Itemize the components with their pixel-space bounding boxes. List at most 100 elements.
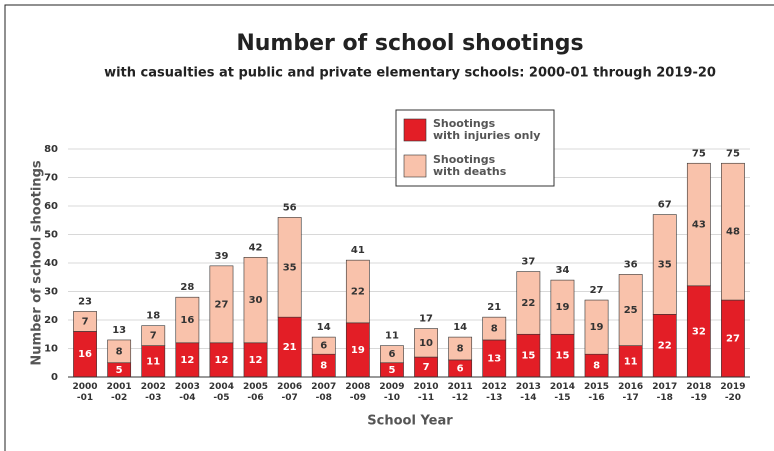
segment-label: 6 [388,349,395,360]
x-tick-label: 2007 -08 [311,382,336,403]
x-axis-title: School Year [367,414,453,429]
total-label: 56 [283,202,297,213]
total-label: 41 [351,245,365,256]
bar-segment [686,162,711,287]
chart-subtitle: with casualties at public and private el… [104,66,716,81]
total-label: 42 [249,242,263,253]
bar-segment [414,328,438,358]
bar-segment [618,274,643,346]
total-label: 37 [521,257,535,268]
segment-label: 22 [351,287,365,298]
total-label: 34 [555,265,569,276]
segment-label: 16 [78,349,92,360]
x-tick-label: 2012 -13 [482,382,507,403]
total-label: 39 [214,251,228,262]
segment-label: 8 [457,344,464,355]
bar-segment [482,316,507,341]
total-label: 21 [487,302,501,313]
y-tick-label: 20 [44,315,58,326]
x-tick-label: 2010 -11 [414,382,439,403]
x-tick-label: 2006 -07 [277,382,302,403]
total-label: 17 [419,314,433,325]
total-label: 28 [180,282,194,293]
segment-label: 32 [692,326,706,337]
segment-label: 19 [351,345,365,356]
x-tick-label: 2017 -18 [652,382,677,403]
segment-label: 8 [593,361,600,372]
bar-segment [107,339,132,364]
segment-label: 8 [320,361,327,372]
segment-label: 7 [150,331,157,342]
bar-segment [550,279,575,335]
x-tick-label: 2018 -19 [686,382,711,403]
segment-label: 7 [82,316,89,327]
segment-label: 15 [521,351,535,362]
bar-segment [73,311,97,332]
legend-swatch [403,118,427,142]
y-tick-label: 10 [44,344,58,355]
y-tick-label: 0 [51,372,58,383]
x-tick-label: 2004 -05 [209,382,234,403]
segment-label: 22 [658,341,672,352]
chart-title: Number of school shootings [236,31,583,56]
bar-segment [584,299,609,355]
segment-label: 22 [521,298,535,309]
segment-label: 5 [116,365,123,376]
segment-label: 43 [692,220,706,231]
segment-label: 12 [249,355,263,366]
x-tick-label: 2011 -12 [448,382,473,403]
total-label: 27 [590,285,604,296]
bar-segment [141,325,166,346]
segment-label: 11 [624,356,638,367]
x-tick-label: 2015 -16 [584,382,609,403]
segment-label: 27 [726,334,740,345]
y-tick-label: 70 [44,173,58,184]
x-tick-label: 2001 -02 [107,382,132,403]
segment-label: 11 [146,356,160,367]
y-tick-label: 50 [44,230,58,241]
y-tick-label: 80 [44,144,58,155]
total-label: 67 [658,200,672,211]
segment-label: 16 [180,315,194,326]
segment-label: 6 [320,341,327,352]
segment-label: 35 [658,259,672,270]
total-label: 14 [317,322,331,333]
total-label: 14 [453,322,467,333]
segment-label: 10 [419,338,433,349]
segment-label: 35 [283,262,297,273]
total-label: 11 [385,331,399,342]
x-tick-label: 2002 -03 [141,382,166,403]
segment-label: 13 [487,353,501,364]
total-label: 75 [692,148,706,159]
segment-label: 21 [283,342,297,353]
segment-label: 30 [249,295,263,306]
x-tick-label: 2019 -20 [720,382,745,403]
segment-label: 12 [214,355,228,366]
total-label: 13 [112,325,126,336]
y-tick-label: 60 [44,201,58,212]
bar-segment [516,271,541,335]
segment-label: 8 [491,324,498,335]
bar-segment [652,214,677,315]
bar-segment [721,162,745,301]
x-tick-label: 2005 -06 [243,382,268,403]
frame [4,4,774,451]
segment-label: 25 [624,305,638,316]
bar-segment [243,256,268,344]
total-label: 75 [726,148,740,159]
segment-label: 19 [590,322,604,333]
segment-label: 6 [457,363,464,374]
x-tick-label: 2009 -10 [379,382,404,403]
bar-segment [277,217,302,318]
total-label: 23 [78,296,92,307]
x-tick-label: 2003 -04 [175,382,200,403]
segment-label: 19 [555,302,569,313]
x-tick-label: 2008 -09 [345,382,370,403]
segment-label: 8 [116,346,123,357]
legend-swatch [403,154,427,178]
segment-label: 48 [726,227,740,238]
x-tick-label: 2016 -17 [618,382,643,403]
bar-segment [448,336,473,361]
segment-label: 12 [180,355,194,366]
